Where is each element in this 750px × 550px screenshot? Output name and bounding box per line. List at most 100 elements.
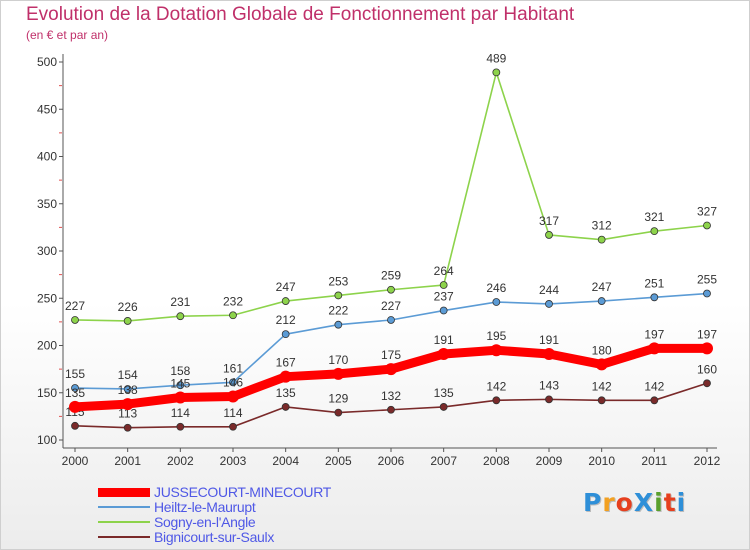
series-2-point-2007 [439, 281, 448, 289]
series-0-label-2007: 191 [434, 333, 454, 347]
series-0-label-2004: 167 [276, 356, 296, 370]
x-tick-label-2002: 2002 [167, 454, 194, 468]
logo-letter: o [615, 488, 634, 517]
series-0-point-2009 [543, 348, 555, 361]
series-0-label-2001: 138 [118, 383, 138, 397]
series-1-label-2005: 222 [328, 304, 348, 318]
series-0-label-2006: 175 [381, 348, 401, 362]
x-tick-label-2008: 2008 [483, 454, 510, 468]
series-3-label-2010: 142 [592, 379, 612, 393]
x-tick-label-2000: 2000 [62, 454, 89, 468]
series-2-point-2012 [703, 221, 711, 230]
series-0-point-2007 [437, 348, 450, 361]
x-tick-label-2012: 2012 [694, 454, 721, 468]
legend-label-0: JUSSECOURT-MINECOURT [154, 484, 332, 500]
series-1-point-2011 [650, 293, 659, 302]
x-tick-label-2010: 2010 [588, 454, 615, 468]
series-0-point-2008 [490, 344, 503, 357]
series-2-label-2011: 321 [644, 210, 664, 224]
series-2-point-2005 [334, 291, 343, 300]
x-tick-label-2009: 2009 [536, 454, 563, 468]
series-2-point-2004 [281, 297, 290, 305]
series-0-label-2000: 135 [65, 386, 85, 400]
logo-letter: i [654, 488, 664, 517]
series-1-point-2009 [545, 300, 553, 308]
series-2-label-2006: 259 [381, 269, 401, 283]
series-3-label-2004: 135 [276, 386, 296, 400]
series-3-point-2003 [229, 422, 237, 431]
series-1-point-2002 [176, 381, 185, 390]
series-1-label-2000: 155 [65, 367, 85, 381]
series-0-label-2011: 197 [644, 327, 664, 341]
series-0-point-2010 [595, 358, 608, 371]
series-1-point-2012 [703, 289, 711, 298]
series-3-label-2001: 113 [118, 407, 137, 421]
series-1-point-2008 [492, 298, 501, 306]
series-3-point-2007 [439, 403, 448, 411]
x-tick-label-2005: 2005 [325, 454, 352, 468]
x-tick-label-2007: 2007 [430, 454, 457, 468]
series-0-label-2012: 197 [697, 327, 717, 341]
series-3-point-2000 [71, 421, 79, 430]
series-2-point-2006 [387, 285, 395, 294]
legend-swatch-3 [98, 536, 150, 538]
series-2-label-2007: 264 [434, 264, 454, 278]
series-0-point-2012 [701, 342, 713, 355]
series-0-point-2003 [227, 390, 239, 403]
series-2-label-2004: 247 [276, 280, 296, 294]
series-3-point-2004 [281, 403, 290, 411]
series-1-label-2011: 251 [644, 276, 664, 290]
series-1-label-2009: 244 [539, 283, 559, 297]
series-1-label-2003: 161 [223, 361, 243, 375]
chart-title: Evolution de la Dotation Globale de Fonc… [26, 4, 575, 25]
series-0-label-2003: 146 [223, 376, 243, 390]
series-0-point-2005 [332, 367, 345, 380]
series-2-label-2001: 226 [118, 300, 138, 314]
series-3-point-2002 [176, 422, 185, 431]
series-3-point-2001 [123, 423, 132, 432]
series-2-label-2005: 253 [328, 274, 348, 288]
series-1-point-2000 [71, 384, 79, 392]
series-3-label-2003: 114 [223, 406, 242, 420]
series-2-point-2009 [545, 231, 553, 239]
legend-swatch-1 [98, 506, 150, 508]
legend-swatch-0 [98, 488, 150, 497]
series-2-label-2003: 232 [223, 294, 243, 308]
series-1-label-2010: 247 [592, 280, 612, 294]
y-tick-label-250: 250 [37, 291, 57, 305]
series-1-point-2010 [597, 297, 606, 305]
y-tick-label-300: 300 [37, 244, 57, 258]
series-1-label-2012: 255 [697, 273, 717, 287]
series-3-label-2006: 132 [381, 389, 401, 403]
y-tick-label-100: 100 [37, 433, 57, 447]
series-3-label-2007: 135 [434, 386, 454, 400]
logo-letter: P [583, 488, 603, 517]
series-3-point-2009 [545, 395, 553, 404]
series-3-point-2006 [387, 405, 395, 414]
series-0-point-2001 [121, 398, 134, 411]
logo-letter: i [676, 488, 687, 517]
x-tick-label-2004: 2004 [272, 454, 299, 468]
legend-label-2: Sogny-en-l'Angle [154, 514, 256, 530]
series-3-point-2011 [650, 396, 659, 405]
series-1-point-2003 [229, 378, 237, 387]
y-tick-label-450: 450 [37, 102, 57, 116]
series-1-label-2006: 227 [381, 299, 401, 313]
series-1-point-2001 [123, 385, 132, 393]
series-2-point-2010 [597, 235, 606, 244]
series-line-2 [74, 71, 708, 322]
series-1-point-2006 [387, 316, 395, 324]
chart-subtitle: (en € et par an) [26, 28, 109, 42]
series-3-point-2008 [492, 396, 501, 405]
legend-label-1: Heiltz-le-Maurupt [154, 499, 256, 515]
series-2-point-2008 [492, 68, 501, 77]
series-3-label-2011: 142 [644, 379, 664, 393]
series-2-point-2001 [123, 317, 132, 325]
series-0-point-2004 [279, 370, 292, 383]
y-tick-label-200: 200 [37, 339, 57, 353]
series-0-label-2009: 191 [539, 333, 559, 347]
y-tick-label-350: 350 [37, 197, 57, 211]
series-0-label-2005: 170 [328, 353, 348, 367]
